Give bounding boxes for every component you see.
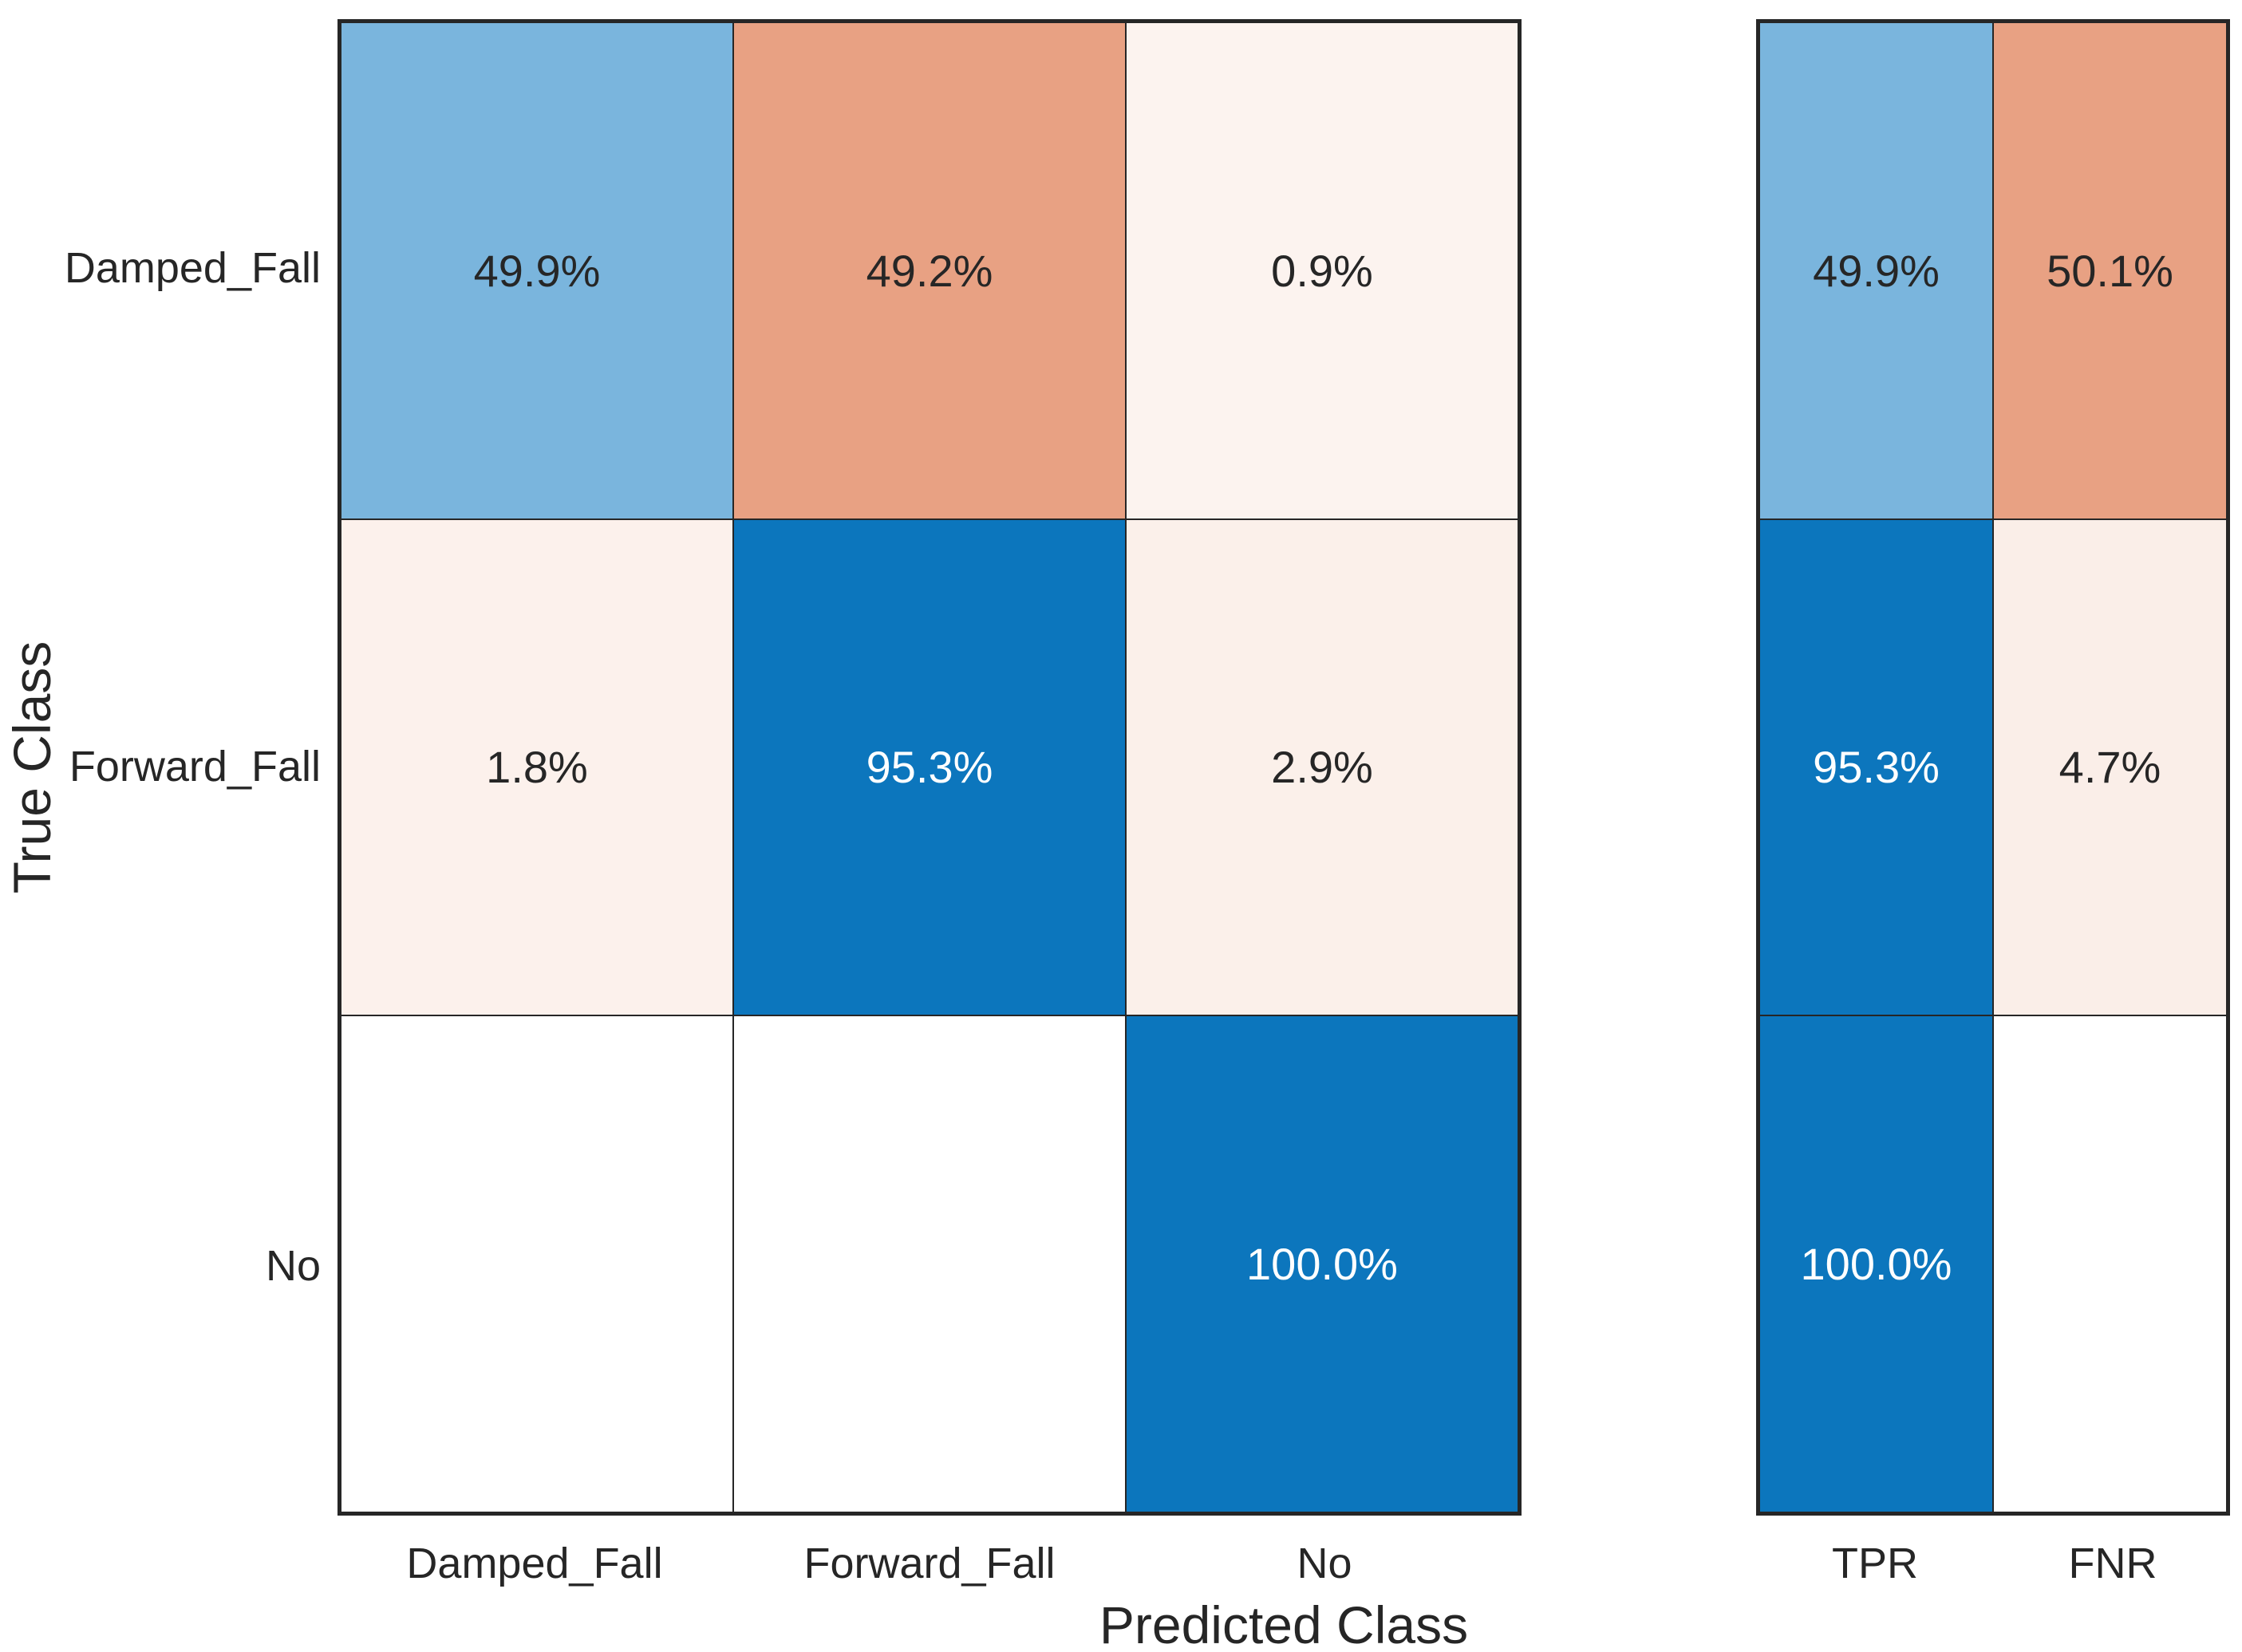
- summary-cell-0-fnr: 50.1%: [1993, 22, 2227, 519]
- summary-cell-0-tpr: 49.9%: [1759, 22, 1993, 519]
- matrix-cell-1-0: 1.8%: [341, 518, 733, 1016]
- summary-cell-1-fnr: 4.7%: [1993, 518, 2227, 1016]
- matrix-cell-1-1: 95.3%: [733, 518, 1126, 1016]
- col-tick-no: No: [1297, 1540, 1352, 1587]
- summary-cell-1-tpr: 95.3%: [1759, 518, 1993, 1016]
- matrix-cell-0-1: 49.2%: [733, 22, 1126, 519]
- y-axis-label: True Class: [2, 641, 61, 894]
- row-tick-forward-fall: Forward_Fall: [69, 743, 321, 791]
- row-summary-grid: 49.9% 50.1% 95.3% 4.7% 100.0%: [1756, 19, 2230, 1516]
- matrix-cell-1-2: 2.9%: [1126, 518, 1518, 1016]
- col-tick-tpr: TPR: [1832, 1540, 1918, 1587]
- summary-cell-2-fnr: [1993, 1015, 2227, 1512]
- row-tick-damped-fall: Damped_Fall: [64, 244, 321, 292]
- x-axis-label: Predicted Class: [1099, 1595, 1469, 1652]
- col-tick-damped-fall: Damped_Fall: [406, 1540, 663, 1587]
- col-tick-forward-fall: Forward_Fall: [803, 1540, 1056, 1587]
- matrix-cell-0-0: 49.9%: [341, 22, 733, 519]
- matrix-cell-2-2: 100.0%: [1126, 1015, 1518, 1512]
- row-tick-no: No: [265, 1242, 321, 1290]
- matrix-cell-2-0: [341, 1015, 733, 1512]
- matrix-cell-2-1: [733, 1015, 1126, 1512]
- confusion-matrix-grid: 49.9% 49.2% 0.9% 1.8% 95.3% 2.9% 100.0%: [337, 19, 1522, 1516]
- col-tick-fnr: FNR: [2068, 1540, 2157, 1587]
- summary-cell-2-tpr: 100.0%: [1759, 1015, 1993, 1512]
- matrix-cell-0-2: 0.9%: [1126, 22, 1518, 519]
